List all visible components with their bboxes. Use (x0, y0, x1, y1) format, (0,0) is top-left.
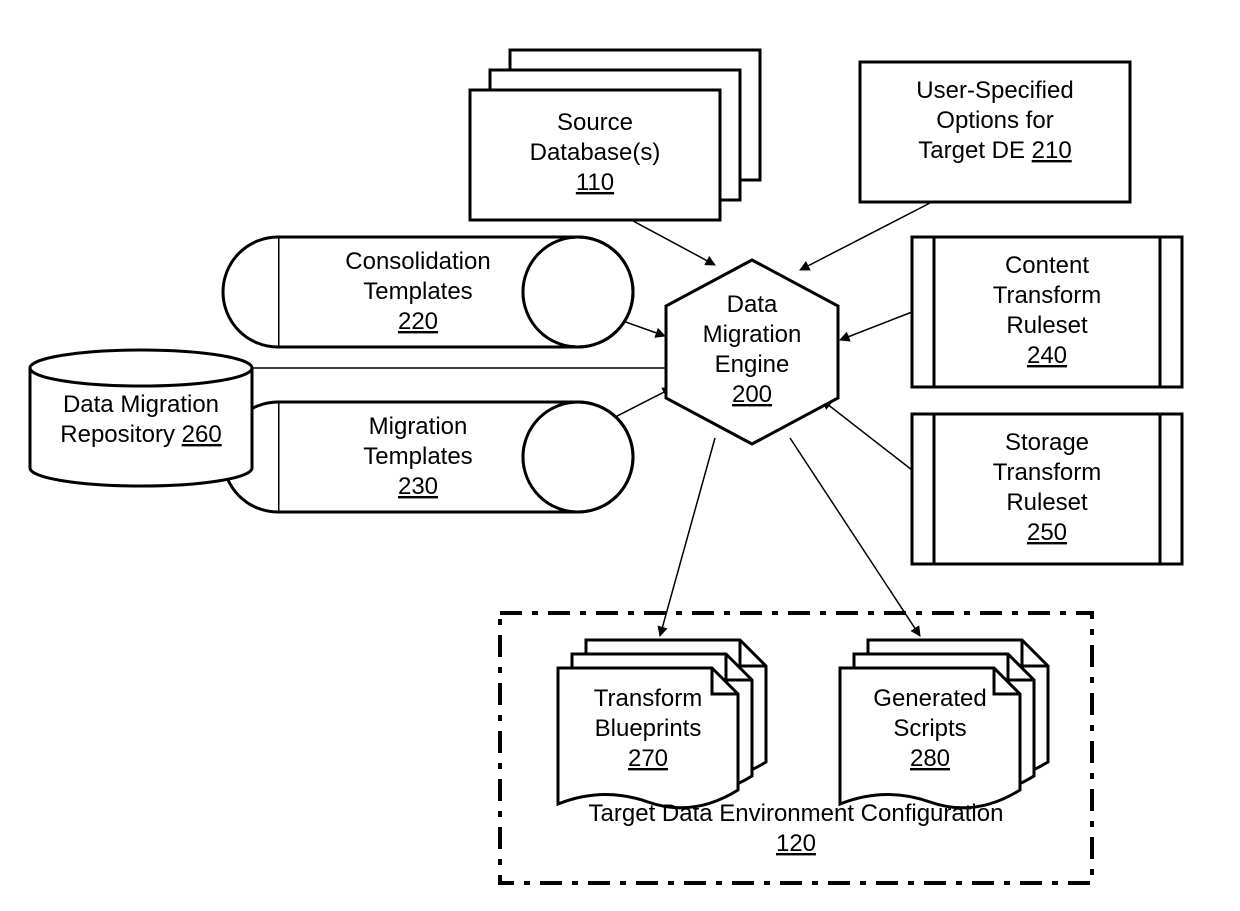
ref: 250 (1027, 519, 1067, 546)
ref: 240 (1027, 342, 1067, 369)
ref: 200 (732, 381, 772, 408)
label: Data Migration (63, 391, 219, 418)
ref: 120 (776, 830, 816, 857)
label: Source (557, 109, 633, 136)
node-content_rules: Content Transform Ruleset 240 (912, 237, 1182, 387)
ref: 230 (398, 473, 438, 500)
node-storage_rules: Storage Transform Ruleset 250 (912, 414, 1182, 564)
edge-storage_rules-engine (822, 400, 912, 470)
edge-engine-blueprints (660, 438, 715, 636)
node-consolidation: Consolidation Templates 220 (223, 237, 633, 347)
label: Scripts (893, 715, 966, 742)
label: Migration (369, 413, 468, 440)
label: Templates (363, 443, 472, 470)
ref: 220 (398, 308, 438, 335)
label: Blueprints (595, 715, 702, 742)
label: Consolidation (345, 248, 490, 275)
svg-text:Repository 260: Repository 260 (60, 421, 221, 448)
label: Storage (1005, 429, 1089, 456)
label: Transform (594, 685, 702, 712)
label: Options for (936, 107, 1053, 134)
node-engine: Data Migration Engine 200 (666, 260, 838, 444)
label: Templates (363, 278, 472, 305)
label: Engine (715, 351, 790, 378)
ref: 280 (910, 745, 950, 772)
label: Database(s) (530, 139, 661, 166)
edge-source_db-engine (622, 215, 715, 265)
label: Migration (703, 321, 802, 348)
diagram-canvas: Source Database(s) 110 User-Specified Option… (0, 0, 1240, 911)
label: Data (727, 291, 778, 318)
label: Ruleset (1006, 312, 1088, 339)
ref: 270 (628, 745, 668, 772)
edge-content_rules-engine (840, 312, 912, 340)
node-blueprints: Transform Blueprints 270 (558, 640, 766, 808)
label: Target Data Environment Configuration (589, 800, 1004, 827)
nodes-layer: Source Database(s) 110 User-Specified Option… (30, 50, 1182, 883)
node-migration_tpl: Migration Templates 230 (223, 402, 633, 512)
label: Content (1005, 252, 1089, 279)
node-repository: Data Migration Repository 260 (30, 350, 252, 486)
node-source_db: Source Database(s) 110 (470, 50, 760, 220)
label: Ruleset (1006, 489, 1088, 516)
node-user_opts: User-Specified Options for Target DE 210 (860, 62, 1130, 202)
edge-engine-scripts (790, 438, 920, 636)
svg-text:Target DE 210: Target DE 210 (918, 137, 1071, 164)
label: Generated (873, 685, 986, 712)
label: Transform (993, 459, 1101, 486)
node-scripts: Generated Scripts 280 (840, 640, 1048, 808)
label: User-Specified (916, 77, 1073, 104)
ref: 110 (576, 169, 614, 196)
label: Transform (993, 282, 1101, 309)
